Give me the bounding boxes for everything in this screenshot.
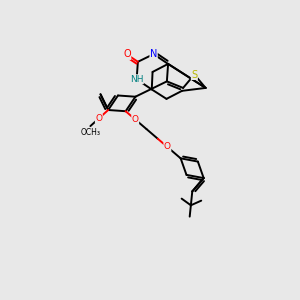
Text: O: O xyxy=(132,115,139,124)
Text: O: O xyxy=(164,142,171,152)
Text: O: O xyxy=(95,114,102,123)
Text: NH: NH xyxy=(130,75,143,84)
Text: OCH₃: OCH₃ xyxy=(80,128,100,137)
Text: N: N xyxy=(150,49,157,59)
Text: O: O xyxy=(123,50,131,59)
Text: S: S xyxy=(191,70,197,80)
